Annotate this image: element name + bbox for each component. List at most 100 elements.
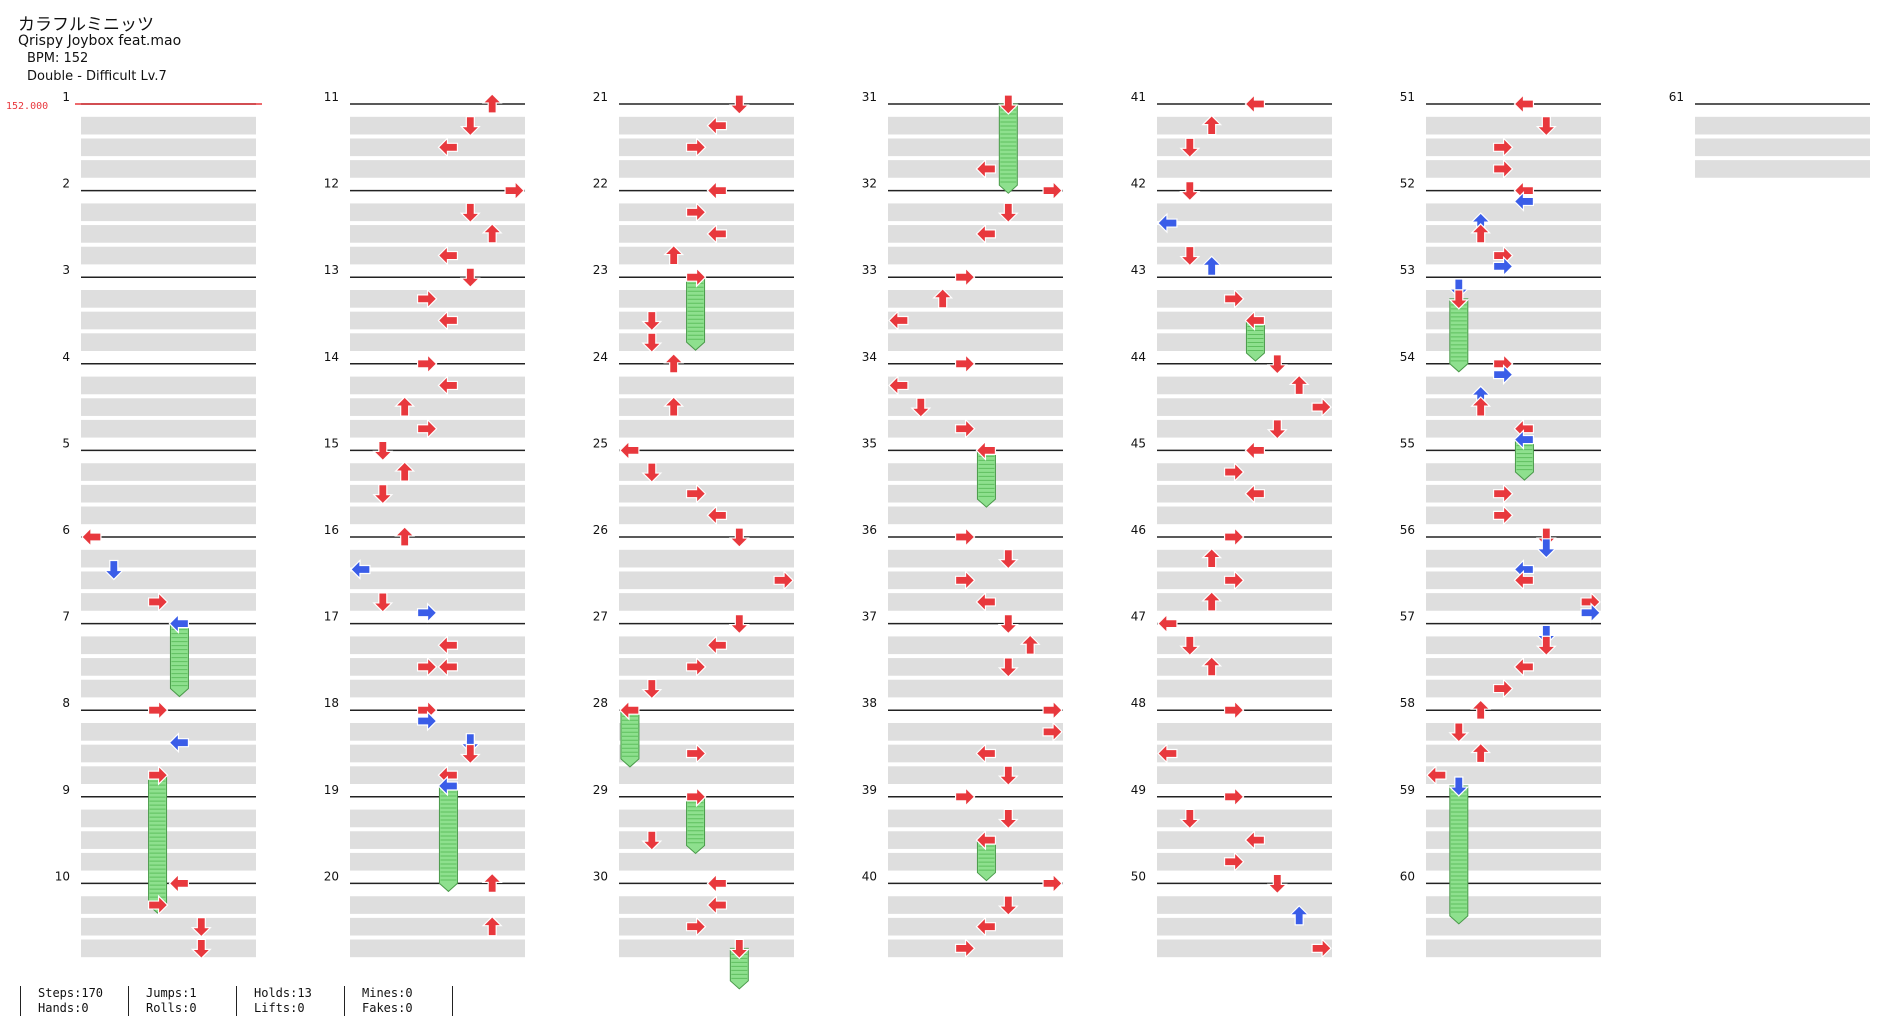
measure-number: 57	[1400, 610, 1415, 624]
beat-band	[1426, 376, 1601, 395]
step-arrow	[1470, 699, 1492, 720]
beat-band	[619, 917, 794, 936]
step-arrow-shape	[975, 829, 997, 851]
measure-number: 35	[862, 436, 877, 450]
step-arrow-shape	[1513, 656, 1535, 678]
step-arrow	[147, 699, 169, 721]
step-arrow	[1223, 288, 1245, 310]
step-arrow	[147, 591, 169, 613]
step-arrow	[685, 656, 707, 678]
step-arrow	[1244, 829, 1266, 851]
beat-band	[888, 831, 1063, 849]
step-arrow-shape	[685, 743, 707, 764]
step-arrow	[1042, 180, 1063, 202]
step-arrow-shape	[459, 116, 481, 137]
beat-band	[888, 593, 1063, 611]
step-arrow-shape	[619, 439, 640, 461]
beat-band	[1426, 896, 1601, 914]
beat-band	[1157, 506, 1332, 525]
beat-band	[1157, 333, 1332, 351]
hold-body	[1449, 785, 1469, 925]
step-arrow	[997, 808, 1019, 830]
step-arrow-shape	[1019, 634, 1041, 655]
step-arrow-shape	[641, 332, 663, 353]
stats-divider	[452, 986, 453, 1016]
stats-divider	[236, 986, 237, 1016]
measure-number: 29	[593, 783, 608, 797]
step-arrow	[1311, 937, 1332, 959]
hold-body	[620, 709, 640, 768]
step-arrow-shape	[1179, 181, 1201, 202]
beat-band	[350, 333, 525, 351]
beat-band	[1695, 116, 1870, 135]
step-arrow	[685, 483, 707, 505]
beat-band	[1157, 809, 1332, 828]
step-arrow	[663, 244, 685, 266]
beat-band	[81, 744, 256, 763]
stat-jumps: Jumps:1	[146, 986, 197, 1000]
step-arrow-shape	[416, 710, 438, 732]
song-artist: Qrispy Joybox feat.mao	[18, 33, 182, 49]
measure-number: 47	[1131, 610, 1146, 624]
step-arrow	[437, 656, 459, 678]
beat-band	[81, 463, 256, 481]
beat-band	[888, 203, 1063, 222]
beat-band	[350, 398, 525, 416]
step-arrow-shape	[1179, 635, 1201, 657]
beat-band	[1157, 723, 1332, 741]
stats-divider	[20, 986, 21, 1016]
step-arrow-shape	[504, 180, 525, 202]
step-arrow	[641, 830, 663, 851]
beat-band	[888, 723, 1063, 741]
step-arrow-shape	[1535, 116, 1557, 137]
step-arrow-shape	[663, 352, 685, 374]
beat-band	[350, 658, 525, 676]
step-arrow-shape	[1492, 483, 1514, 505]
step-arrow-shape	[975, 591, 997, 613]
step-arrow-shape	[706, 504, 728, 526]
step-arrow	[168, 732, 190, 754]
step-arrow	[481, 223, 503, 244]
step-arrow	[103, 559, 125, 581]
step-arrow-shape	[168, 732, 190, 754]
step-arrow-shape	[685, 656, 707, 678]
beat-band	[619, 419, 794, 438]
step-arrow	[997, 657, 1019, 678]
measure-number: 14	[324, 350, 339, 364]
step-arrow-shape	[1042, 180, 1063, 202]
beat-band	[81, 917, 256, 936]
measure-number: 60	[1400, 869, 1415, 883]
step-arrow-shape	[416, 656, 438, 678]
step-arrow	[416, 353, 438, 375]
beat-band	[888, 896, 1063, 914]
beat-band	[619, 160, 794, 178]
step-arrow	[685, 916, 707, 938]
step-arrow-shape	[1426, 764, 1447, 786]
beat-band	[1157, 484, 1332, 503]
step-arrow	[641, 332, 663, 353]
step-arrow	[437, 310, 459, 331]
step-arrow-shape	[1179, 808, 1201, 830]
measure-number: 55	[1400, 436, 1415, 450]
measure-number: 4	[62, 350, 70, 364]
beat-band	[888, 463, 1063, 481]
beat-band	[619, 636, 794, 655]
measure-number: 59	[1400, 783, 1415, 797]
step-arrow	[1223, 786, 1245, 808]
beat-band	[1157, 225, 1332, 243]
step-arrow	[372, 592, 394, 613]
beat-band	[1157, 939, 1332, 958]
step-arrow-shape	[394, 461, 416, 482]
step-arrow	[1157, 613, 1178, 635]
beat-band	[1426, 311, 1601, 330]
beat-band	[1426, 917, 1601, 936]
beat-band	[619, 744, 794, 763]
beat-band	[350, 852, 525, 871]
step-arrow	[1201, 591, 1223, 612]
step-arrow	[975, 916, 997, 938]
beat-band	[81, 506, 256, 525]
chart-header: カラフルミニッツ Qrispy Joybox feat.mao BPM: 152…	[0, 0, 400, 90]
step-arrow	[910, 397, 932, 418]
step-arrow-shape	[1448, 776, 1470, 797]
step-arrow	[728, 94, 750, 115]
